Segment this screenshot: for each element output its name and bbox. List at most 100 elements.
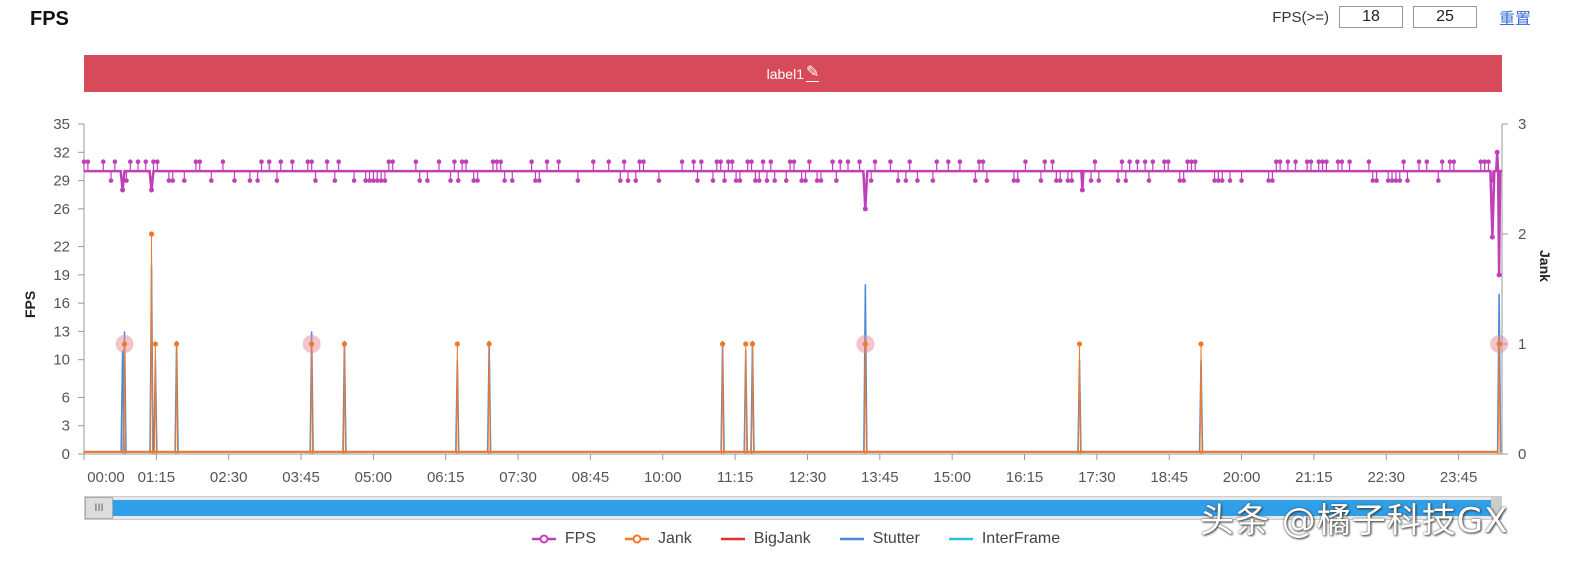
fps-point: [1088, 178, 1094, 183]
fps-dip-point: [120, 187, 126, 193]
fps-point: [371, 178, 376, 183]
fps-point: [170, 178, 176, 183]
fps-dip-point: [1489, 234, 1495, 240]
fps-point: [1482, 159, 1487, 165]
fps-point: [332, 178, 338, 183]
y-tick-label: 35: [53, 116, 70, 133]
x-tick-label: 17:30: [1078, 469, 1116, 486]
fps-point: [1389, 178, 1395, 183]
fps-chart: 0 3 6 10 13 16 19 22 26 29 32 35 0 1 2 3 00:00 01:15 02:30…: [22, 116, 1553, 486]
jank-point: [1496, 341, 1502, 347]
fps-point: [135, 159, 141, 165]
legend-label: InterFrame: [981, 530, 1061, 547]
fps-point: [324, 159, 330, 165]
fps-point: [1127, 159, 1132, 165]
fps-point: [259, 159, 264, 165]
x-tick-label: 20:00: [1223, 469, 1261, 486]
fps-point: [1192, 159, 1198, 165]
y-tick-label: 32: [53, 144, 70, 161]
x-tick-label: 02:30: [210, 469, 248, 486]
jank-point: [862, 341, 868, 347]
fps-point: [85, 159, 91, 165]
fps-point: [915, 178, 920, 183]
fps-threshold-high-input[interactable]: [1412, 6, 1477, 28]
fps-dip-point: [149, 187, 155, 193]
fps-point: [753, 178, 758, 183]
x-tick-label: 03:45: [282, 469, 320, 486]
label-bar[interactable]: label1 ✎: [84, 55, 1502, 92]
legend-item-bigjank[interactable]: BigJank: [720, 530, 811, 548]
watermark: 头条 @橘子科技GX: [1200, 501, 1509, 541]
fps-point: [413, 159, 419, 165]
fps-point: [1397, 178, 1403, 183]
legend-item-interframe[interactable]: InterFrame: [948, 530, 1060, 548]
fps-point: [1304, 159, 1310, 165]
scrollbar-left-handle[interactable]: III: [85, 497, 113, 519]
fps-point: [471, 178, 477, 183]
fps-point: [1065, 178, 1071, 183]
fps-point: [1038, 178, 1044, 183]
fps-point: [1123, 178, 1129, 183]
fps-point: [1486, 159, 1491, 165]
fps-point: [772, 178, 777, 183]
fps-point: [1366, 159, 1372, 165]
fps-point: [1092, 159, 1098, 165]
fps-point: [1054, 178, 1059, 183]
reset-button[interactable]: 重置: [1498, 11, 1531, 28]
fps-point: [633, 178, 639, 183]
y-tick-label: 0: [62, 446, 70, 463]
x-tick-label: 18:45: [1150, 469, 1188, 486]
fps-point: [494, 159, 500, 165]
fps-point: [197, 159, 203, 165]
fps-point: [1011, 178, 1017, 183]
fps-point: [533, 178, 538, 183]
fps-point: [336, 159, 341, 165]
fps-point: [907, 159, 913, 165]
fps-threshold-label: FPS(>=): [1272, 8, 1329, 26]
fps-point: [1416, 159, 1422, 165]
fps-point: [837, 159, 843, 165]
x-tick-label: 15:00: [933, 469, 971, 486]
fps-point: [1385, 178, 1391, 183]
fps-point: [641, 159, 646, 165]
fps-point: [278, 159, 284, 165]
legend-item-jank[interactable]: Jank: [624, 530, 692, 548]
legend-swatch-interframe: [948, 537, 973, 541]
y-tick-label: 16: [53, 295, 70, 312]
fps-point: [1023, 159, 1028, 165]
legend-item-fps[interactable]: FPS: [531, 530, 596, 548]
fps-point: [1447, 159, 1453, 165]
legend-item-stutter[interactable]: Stutter: [839, 530, 920, 548]
fps-point: [529, 159, 534, 165]
fps-point: [1162, 159, 1167, 165]
fps-point: [1374, 178, 1379, 183]
fps-point: [976, 159, 982, 165]
fps-dip-point: [1494, 149, 1500, 155]
legend-swatch-bigjank: [720, 537, 745, 541]
pencil-icon[interactable]: ✎: [805, 64, 820, 82]
fps-point: [1347, 159, 1352, 165]
fps-point: [81, 159, 87, 165]
fps-point: [382, 178, 388, 183]
y2-tick-label: 2: [1518, 226, 1526, 243]
fps-point: [151, 159, 156, 165]
fps-point: [718, 159, 723, 165]
fps-point: [309, 159, 314, 165]
fps-point: [367, 178, 372, 183]
legend-label: BigJank: [753, 530, 811, 547]
jank-point: [148, 231, 155, 237]
fps-point: [1436, 178, 1441, 183]
fps-point: [1189, 159, 1194, 165]
fps-threshold-low-input[interactable]: [1338, 6, 1403, 28]
fps-point: [209, 178, 214, 183]
fps-point: [764, 178, 770, 183]
fps-point: [537, 178, 542, 183]
fps-point: [872, 159, 878, 165]
time-range-scrollbar[interactable]: III: [84, 496, 1502, 520]
fps-point: [722, 178, 727, 183]
fps-point: [1401, 159, 1406, 165]
scrollbar-right-handle[interactable]: [1491, 497, 1501, 519]
fps-point: [745, 159, 750, 165]
fps-point: [591, 159, 596, 165]
page-title: FPS: [30, 8, 69, 30]
